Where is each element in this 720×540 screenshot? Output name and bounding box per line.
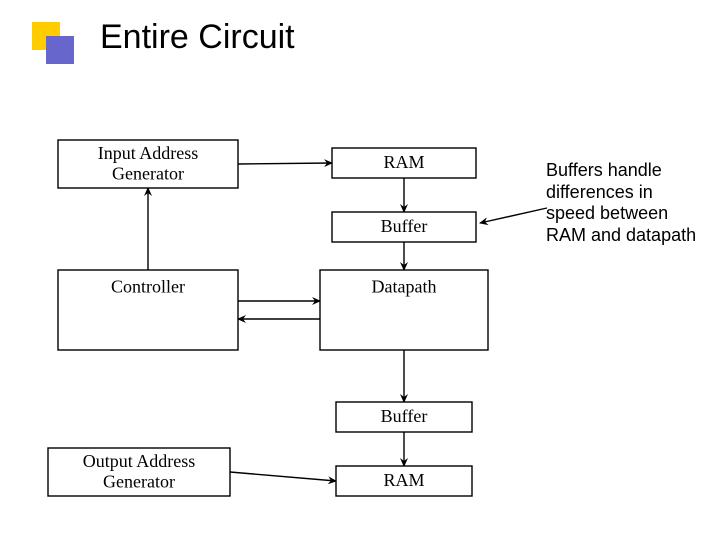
node-buffer2-label: Buffer [381, 406, 428, 426]
node-outputAddr-label: Generator [103, 471, 175, 491]
node-datapath: Datapath [320, 270, 488, 350]
title-bullet-inner [46, 36, 74, 64]
node-outputAddr: Output AddressGenerator [48, 448, 230, 496]
arrow-4 [238, 163, 332, 164]
node-buffer2: Buffer [336, 402, 472, 432]
node-ram1-label: RAM [383, 152, 424, 172]
node-controller: Controller [58, 270, 238, 350]
node-inputAddr-label: Input Address [98, 143, 199, 163]
node-buffer1-label: Buffer [381, 216, 428, 236]
node-ram2-label: RAM [383, 470, 424, 490]
diagram-canvas: Input AddressGeneratorRAMBufferControlle… [0, 0, 720, 540]
arrow-9 [480, 208, 547, 223]
node-inputAddr-label: Generator [112, 163, 184, 183]
node-ram2: RAM [336, 466, 472, 496]
node-ram1: RAM [332, 148, 476, 178]
node-outputAddr-label: Output Address [83, 451, 196, 471]
node-buffer1: Buffer [332, 212, 476, 242]
slide-title: Entire Circuit [100, 18, 295, 57]
arrow-5 [230, 472, 336, 481]
node-datapath-label: Datapath [372, 276, 437, 296]
node-inputAddr: Input AddressGenerator [58, 140, 238, 188]
node-controller-label: Controller [111, 276, 185, 296]
annotation-text: Buffers handledifferences inspeed betwee… [546, 160, 696, 246]
